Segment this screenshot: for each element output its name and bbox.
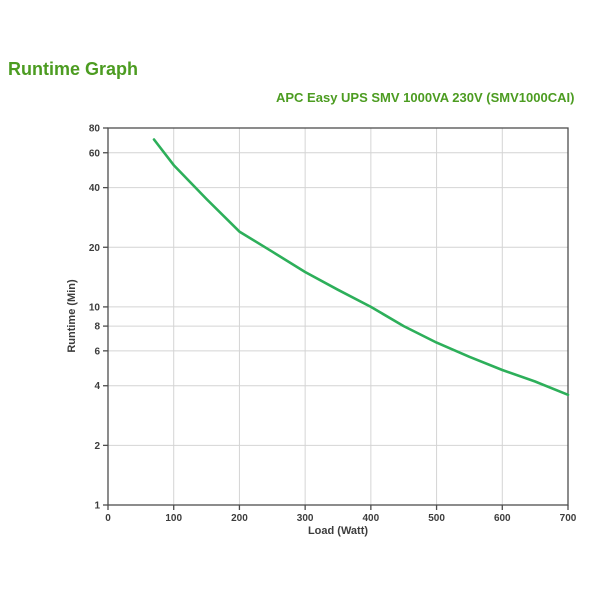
- y-tick-label: 1: [94, 501, 100, 512]
- y-tick-label: 8: [94, 322, 100, 333]
- x-tick-label: 200: [231, 513, 248, 524]
- y-tick-label: 60: [89, 148, 101, 159]
- y-tick-label: 80: [89, 124, 101, 135]
- x-tick-label: 600: [494, 513, 511, 524]
- axis-ticks: [103, 127, 569, 510]
- y-tick-label: 40: [89, 183, 101, 194]
- runtime-curve: [152, 138, 570, 397]
- y-tick-label: 10: [89, 302, 101, 313]
- y-tick-label: 20: [89, 243, 101, 254]
- x-tick-label: 700: [560, 513, 577, 524]
- x-axis-title: Load (Watt): [307, 525, 369, 537]
- x-tick-label: 0: [105, 513, 111, 524]
- y-tick-label: 4: [94, 381, 100, 392]
- y-tick-label: 2: [94, 441, 100, 452]
- x-tick-label: 300: [297, 513, 314, 524]
- x-tick-label: 400: [363, 513, 380, 524]
- page-title: Runtime Graph: [8, 59, 139, 79]
- chart-title: APC Easy UPS SMV 1000VA 230V (SMV1000CAI…: [276, 90, 575, 105]
- x-tick-label: 500: [428, 513, 445, 524]
- x-tick-label: 100: [165, 513, 182, 524]
- y-tick-label: 6: [94, 346, 100, 357]
- grid-lines: [108, 128, 568, 505]
- axis-tick-labels: 0 100 200 300 400 500 600 700 1 2 4 6 8 10 20 40 60 80: [89, 124, 577, 525]
- plot-border: [107, 127, 569, 506]
